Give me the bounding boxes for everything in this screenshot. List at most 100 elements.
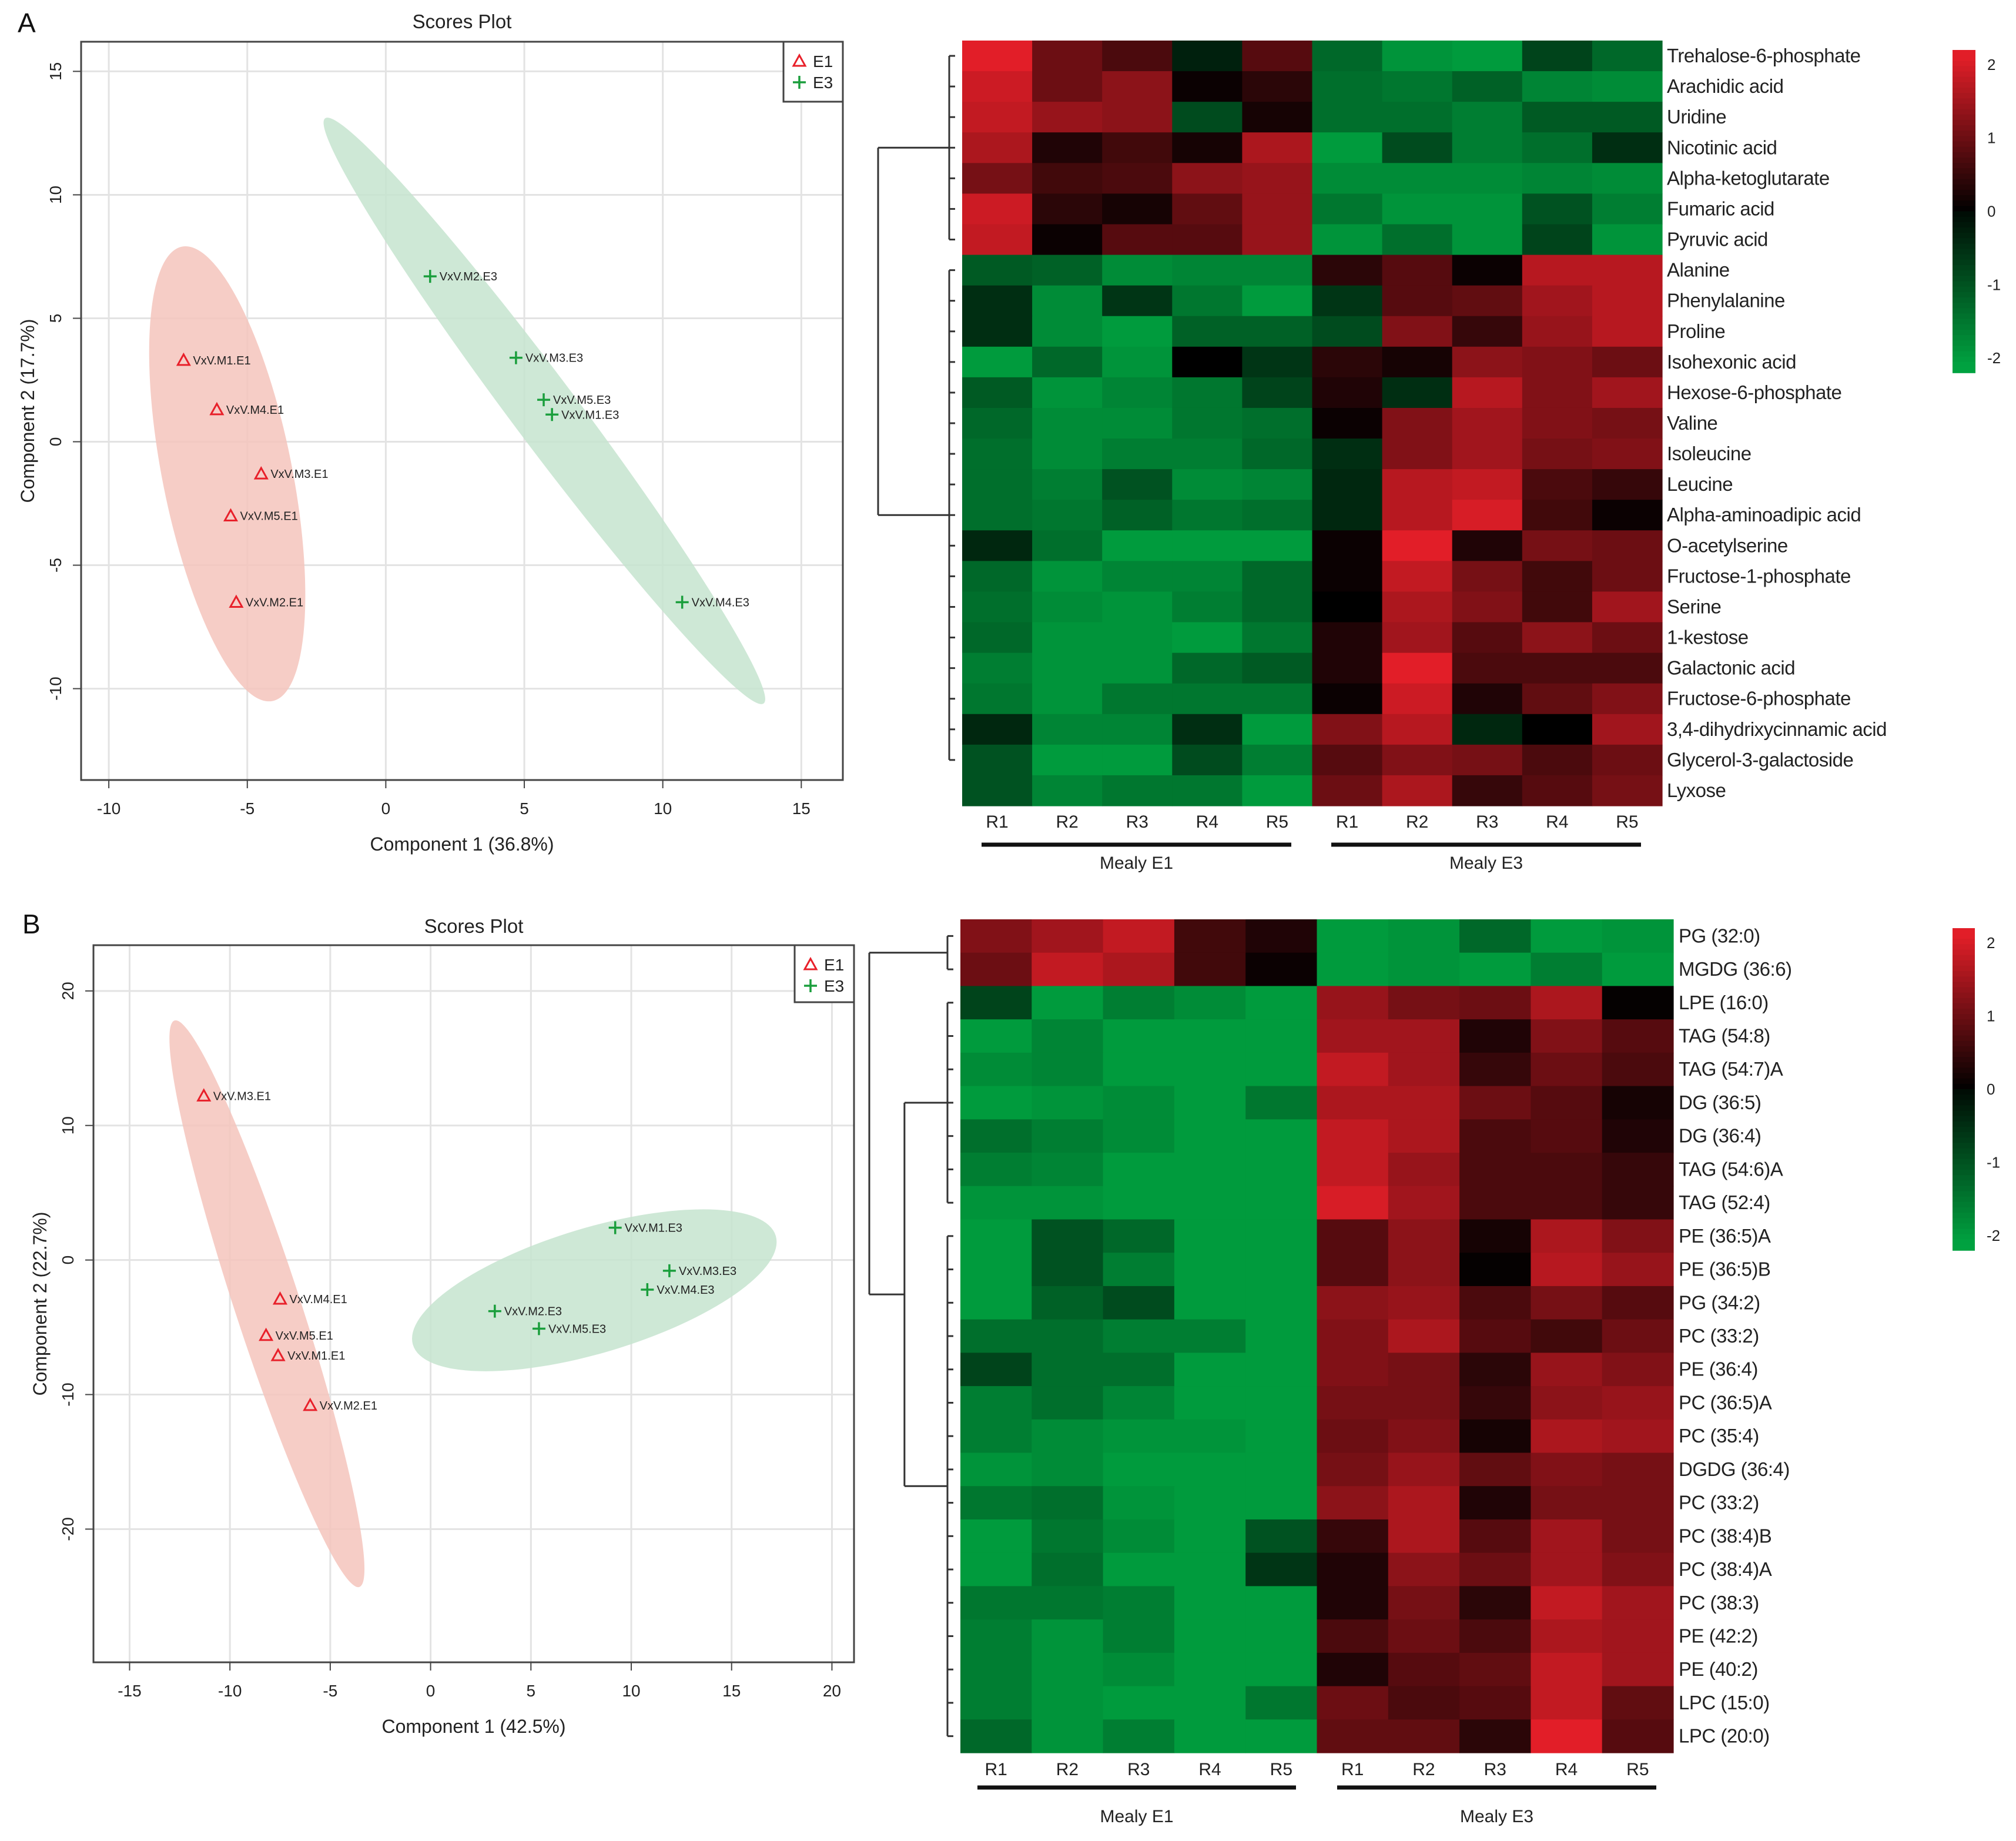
colorbar-segment xyxy=(1953,319,1975,325)
column-label: R2 xyxy=(1412,1760,1435,1779)
row-label: Glycerol-3-galactoside xyxy=(1667,749,1853,771)
data-point: VxV.M5.E1 xyxy=(223,508,298,523)
column-label: R4 xyxy=(1555,1760,1578,1779)
heatmap-cell xyxy=(1522,500,1593,531)
heatmap-cell xyxy=(1032,1353,1104,1387)
legend-plus-icon xyxy=(804,979,817,992)
heatmap-cell xyxy=(1242,744,1313,776)
heatmap-cell xyxy=(1522,683,1593,715)
row-label: Fructose-6-phosphate xyxy=(1667,688,1851,709)
plus-marker-icon xyxy=(662,1264,676,1277)
heatmap-cell xyxy=(1032,1586,1104,1620)
heatmap-cell xyxy=(962,591,1033,623)
heatmap-cell xyxy=(1602,1086,1674,1120)
heatmap-cell xyxy=(1032,591,1103,623)
heatmap-cell xyxy=(1174,1019,1246,1053)
heatmap-cell xyxy=(1032,500,1103,531)
heatmap-cell xyxy=(1242,622,1313,654)
heatmap-row: Arachidic acid xyxy=(962,71,1784,102)
x-tick-label: -10 xyxy=(218,1682,242,1700)
row-label: Uridine xyxy=(1667,106,1726,128)
group-label: Mealy E3 xyxy=(1460,1807,1533,1826)
heatmap-cell xyxy=(1459,1386,1531,1420)
plus-marker-icon xyxy=(641,1283,654,1296)
triangle-marker-icon xyxy=(253,466,269,480)
y-axis-label: Component 2 (17.7%) xyxy=(17,319,38,503)
heatmap-cell xyxy=(960,986,1032,1020)
heatmap-cell xyxy=(1382,255,1453,286)
heatmap-cell xyxy=(1317,1052,1389,1087)
heatmap-cell xyxy=(1245,1186,1318,1220)
heatmap-cell xyxy=(960,1319,1032,1353)
heatmap-cell xyxy=(1242,41,1313,72)
heatmap-cell xyxy=(960,1386,1032,1420)
heatmap-cell xyxy=(1452,407,1523,439)
heatmap-cell xyxy=(1459,1652,1531,1687)
colorbar-segment xyxy=(1953,955,1975,961)
y-tick-label: -10 xyxy=(59,1383,77,1406)
heatmap-cell xyxy=(1317,1119,1389,1153)
heatmap-cell xyxy=(1103,1652,1175,1687)
colorbar-segment xyxy=(1953,281,1975,287)
heatmap-cell xyxy=(1382,163,1453,194)
heatmap-cell xyxy=(1388,1153,1460,1187)
colorbar-segment xyxy=(1953,334,1975,341)
row-label: DGDG (36:4) xyxy=(1679,1458,1790,1480)
heatmap-cell xyxy=(1032,285,1103,317)
heatmap-cell xyxy=(1382,285,1453,317)
heatmap-row: PE (36:4) xyxy=(960,1353,1758,1387)
heatmap-cell xyxy=(960,1086,1032,1120)
colorbar-segment xyxy=(1953,1239,1975,1246)
x-axis-label: Component 1 (36.8%) xyxy=(370,834,554,855)
heatmap-row: Alpha-aminoadipic acid xyxy=(962,500,1861,531)
colorbar-segment xyxy=(1953,965,1975,972)
heatmap-cell xyxy=(1312,469,1383,500)
row-label: Alpha-aminoadipic acid xyxy=(1667,504,1861,525)
colorbar-segment xyxy=(1953,61,1975,67)
colorbar-segment xyxy=(1953,944,1975,950)
data-point: VxV.M4.E1 xyxy=(209,401,284,417)
heatmap-cell xyxy=(1452,591,1523,623)
triangle-marker-icon xyxy=(223,508,239,522)
heatmap-row: MGDG (36:6) xyxy=(960,952,1792,987)
colorbar-tick-label: -1 xyxy=(1987,276,2001,293)
heatmap-row: Nicotinic acid xyxy=(962,132,1777,163)
heatmap-cell xyxy=(1172,316,1243,347)
heatmap-cell xyxy=(1103,1452,1175,1487)
heatmap-cell xyxy=(1388,1719,1460,1753)
row-label: Arachidic acid xyxy=(1667,75,1783,97)
heatmap-b: PG (32:0) MGDG (36:6) LPE (16:0) TAG (54:8)… xyxy=(868,919,2000,1826)
column-label: R2 xyxy=(1406,812,1428,832)
heatmap-cell xyxy=(1388,1219,1460,1253)
heatmap-cell xyxy=(1174,1619,1246,1653)
heatmap-cell xyxy=(962,439,1033,470)
heatmap-cell xyxy=(1602,1219,1674,1253)
confidence-ellipse-e3 xyxy=(412,1209,777,1371)
heatmap-cell xyxy=(1382,561,1453,593)
panel-label-a: A xyxy=(18,8,36,38)
plot-frame xyxy=(92,944,855,1663)
heatmap-cell xyxy=(1032,1419,1104,1454)
data-point: VxV.M1.E1 xyxy=(176,352,251,367)
heatmap-cell xyxy=(1172,285,1243,317)
heatmap-cell xyxy=(1452,71,1523,102)
heatmap-cell xyxy=(1388,986,1460,1020)
heatmap-cell xyxy=(960,1186,1032,1220)
heatmap-cell xyxy=(1312,377,1383,409)
plus-marker-icon xyxy=(608,1221,622,1234)
heatmap-row: Valine xyxy=(962,407,1718,439)
heatmap-cell xyxy=(1602,1286,1674,1320)
colorbar-segment xyxy=(1953,1003,1975,1009)
heatmap-cell xyxy=(1103,1386,1175,1420)
heatmap-cell xyxy=(1382,622,1453,654)
point-label: VxV.M5.E3 xyxy=(553,394,611,407)
row-label: Galactonic acid xyxy=(1667,657,1795,679)
point-label: VxV.M3.E3 xyxy=(525,352,583,365)
colorbar-segment xyxy=(1953,1170,1975,1176)
heatmap-cell xyxy=(1459,1119,1531,1153)
heatmap-cell xyxy=(1531,952,1603,987)
heatmap-cell xyxy=(960,919,1032,953)
colorbar-segment xyxy=(1953,168,1975,175)
heatmap-cell xyxy=(1382,132,1453,163)
heatmap-cell xyxy=(1032,163,1103,194)
